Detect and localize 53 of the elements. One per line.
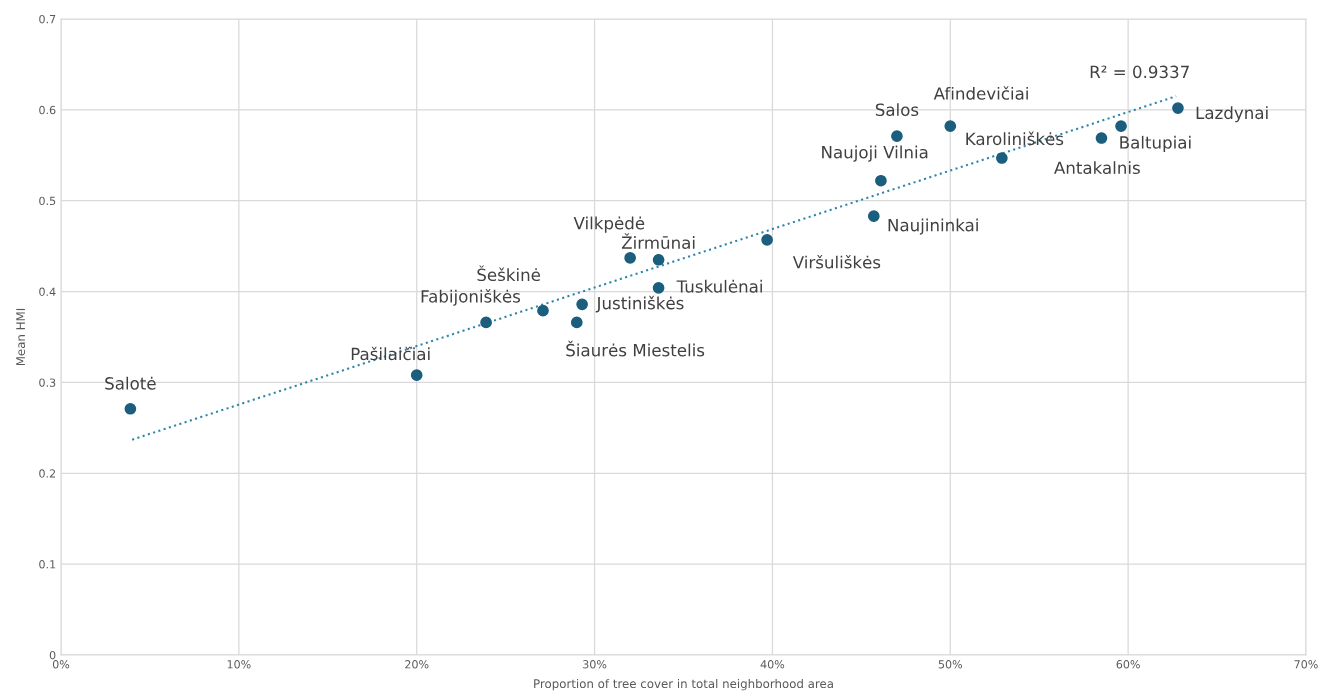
y-tick-label: 0 bbox=[49, 650, 56, 660]
annotation: Fabijoniškės bbox=[421, 289, 521, 306]
point bbox=[537, 304, 549, 317]
y-tick-label: 0.2 bbox=[39, 469, 56, 478]
point bbox=[1172, 102, 1184, 114]
point bbox=[652, 253, 665, 266]
point bbox=[124, 402, 137, 415]
y-tick-label: 0.3 bbox=[39, 378, 56, 387]
y-tick-label: 0.5 bbox=[39, 196, 56, 206]
annotation: Žirmūnai bbox=[621, 233, 695, 249]
x-tick-label: 20% bbox=[405, 660, 429, 669]
annotation: Naujoji Vilnia bbox=[822, 145, 928, 162]
y-tick-label: 0.4 bbox=[39, 287, 56, 296]
annotation: Salos bbox=[875, 103, 919, 117]
annotation: Salotė bbox=[105, 376, 156, 390]
point bbox=[480, 316, 492, 329]
annotation: Lazdynai bbox=[1196, 106, 1268, 123]
x-tick-label: 60% bbox=[1116, 660, 1140, 669]
annotation: Viršuliškės bbox=[792, 255, 881, 269]
point bbox=[576, 298, 588, 311]
x-tick-label: 70% bbox=[1294, 660, 1318, 669]
annotation: Naujininkai bbox=[888, 218, 978, 235]
y-axis-title: Mean HMI bbox=[16, 308, 26, 366]
point bbox=[1115, 120, 1127, 133]
x-tick-label: 40% bbox=[760, 660, 785, 669]
x-tick-label: 10% bbox=[227, 660, 251, 669]
y-tick-label: 0.6 bbox=[39, 105, 56, 115]
point bbox=[624, 252, 636, 264]
annotation: Vilkpėdė bbox=[573, 216, 645, 233]
annotation: Tuskulėnai bbox=[676, 279, 762, 293]
point bbox=[570, 316, 583, 329]
x-axis-title: Proportion of tree cover in total neighborhood area bbox=[534, 678, 833, 691]
point bbox=[761, 233, 773, 246]
point bbox=[410, 369, 423, 382]
point bbox=[891, 130, 903, 143]
point bbox=[1095, 132, 1108, 144]
x-tick-label: 30% bbox=[583, 660, 607, 669]
annotation: R² = 0.9337 bbox=[1090, 65, 1189, 79]
annotation: Šeškinė bbox=[477, 265, 541, 282]
y-tick-label: 0.1 bbox=[39, 560, 56, 569]
point bbox=[944, 120, 957, 133]
y-tick-label: 0.7 bbox=[39, 14, 56, 24]
point bbox=[875, 174, 887, 187]
annotation: Justiniškės bbox=[595, 295, 684, 313]
x-tick-label: 50% bbox=[938, 660, 963, 669]
point bbox=[867, 210, 880, 223]
point bbox=[996, 152, 1008, 164]
annotation: Baltupiai bbox=[1120, 135, 1191, 152]
annotation: Antakalnis bbox=[1054, 161, 1140, 175]
x-tick-label: 0% bbox=[52, 660, 70, 669]
annotation: Afindevičiai bbox=[933, 86, 1028, 100]
annotation: Šiaurės Miestelis bbox=[566, 340, 705, 357]
point bbox=[652, 282, 665, 294]
